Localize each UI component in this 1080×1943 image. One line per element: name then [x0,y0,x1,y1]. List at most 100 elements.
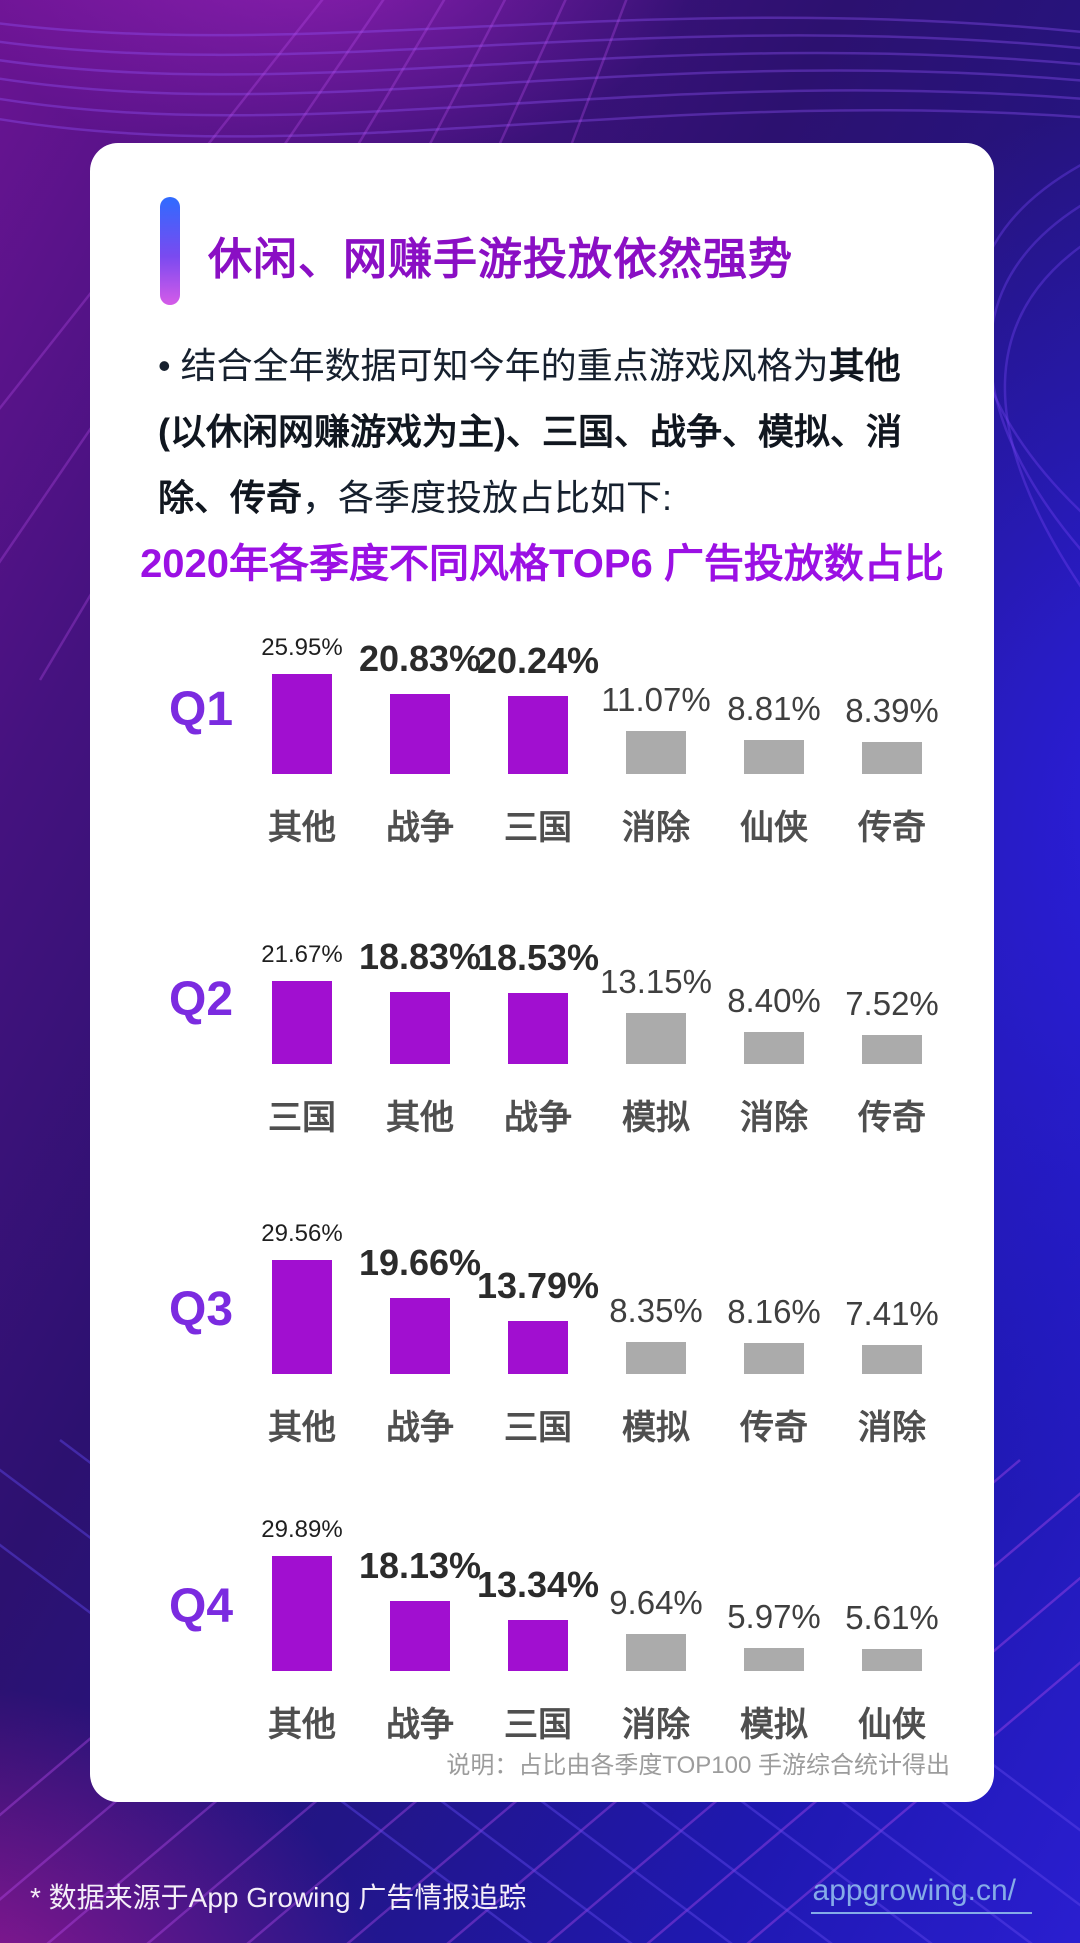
category-label: 模拟 [622,1099,690,1137]
bar-value-label: 18.53% [476,937,600,978]
bar-column-q2-5: 8.40% [715,834,833,1064]
category-label: 其他 [268,1706,336,1744]
bar-value-label: 19.66% [358,1242,482,1283]
bar-column-q1-3: 20.24% [476,544,600,774]
intro-segment: 其他(以休闲网赚游戏为主)、三国、战争、模拟、消除、传奇 [158,345,902,518]
appgrowing-link[interactable]: appgrowing.cn/ [810,1874,1032,1914]
intro-segment: 结合全年数据可知今年的重点游戏风格为 [180,345,829,386]
bar-column-q1-5: 8.81% [715,544,833,774]
highlight-bar [272,674,332,774]
category-label: 仙侠 [858,1706,926,1744]
highlight-bar [508,1321,568,1374]
category-label: 三国 [504,1706,572,1744]
muted-bar [626,1342,686,1374]
category-label: 仙侠 [740,809,808,847]
highlight-bar [272,981,332,1064]
bar-value-label: 9.64% [609,1584,703,1621]
bar-value-label: 5.97% [727,1598,821,1635]
muted-bar [626,1634,686,1671]
highlight-bar [390,992,450,1064]
data-source-text: * 数据来源于App Growing 广告情报追踪 [30,1882,527,1913]
category-label: 三国 [504,809,572,847]
category-label: 战争 [386,1706,454,1744]
category-label: 传奇 [858,1099,926,1137]
bar-column-q3-4: 8.35% [597,1144,715,1374]
page-title: 休闲、网赚手游投放依然强势 [208,235,793,284]
bar-column-q4-4: 9.64% [597,1441,715,1671]
category-label: 战争 [386,1409,454,1447]
bar-value-label: 29.89% [261,1516,343,1543]
intro-segment: ，各季度投放占比如下: [302,477,673,518]
bar-column-q3-3: 13.79% [476,1144,600,1374]
bar-value-label: 13.79% [476,1265,600,1306]
muted-bar [626,1013,686,1064]
category-label: 战争 [504,1099,572,1137]
highlight-bar [390,1298,450,1374]
bar-value-label: 21.67% [261,941,343,968]
chart-title: 2020年各季度不同风格TOP6 广告投放数占比 [140,542,944,586]
bar-column-q1-4: 11.07% [597,544,715,774]
bar-value-label: 8.35% [609,1292,703,1329]
category-label: 消除 [622,809,690,847]
category-label: 战争 [386,809,454,847]
category-label: 三国 [504,1409,572,1447]
quarter-label-q4: Q4 [168,1580,234,1633]
muted-bar [626,731,686,774]
muted-bar [862,1035,922,1064]
highlight-bar [508,993,568,1064]
highlight-bar [508,696,568,774]
muted-bar [744,1032,804,1064]
bar-value-label: 20.24% [476,640,600,681]
bar-value-label: 20.83% [358,638,482,679]
category-label: 消除 [622,1706,690,1744]
bar-value-label: 8.39% [845,692,939,729]
muted-bar [862,742,922,774]
bar-value-label: 13.34% [476,1564,600,1605]
content-card: 休闲、网赚手游投放依然强势 • 结合全年数据可知今年的重点游戏风格为其他(以休闲… [90,143,994,1802]
highlight-bar [390,1601,450,1671]
category-label: 三国 [268,1099,336,1137]
bar-value-label: 11.07% [601,681,711,718]
bar-column-q1-2: 20.83% [358,544,482,774]
category-label: 模拟 [740,1706,808,1744]
highlight-bar [508,1620,568,1671]
quarter-label-q3: Q3 [168,1283,234,1336]
chart-footnote: 说明：占比由各季度TOP100 手游综合统计得出 [446,1752,950,1779]
muted-bar [862,1649,922,1671]
bar-column-q4-2: 18.13% [359,1441,481,1671]
muted-bar [744,740,804,774]
bar-value-label: 29.56% [261,1220,343,1247]
bar-column-q3-2: 19.66% [358,1144,482,1374]
bar-column-q3-1: 29.56% [243,1144,361,1374]
bar-column-q4-6: 5.61% [833,1441,951,1671]
muted-bar [744,1343,804,1374]
bar-column-q4-3: 13.34% [476,1441,600,1671]
bar-value-label: 25.95% [261,634,343,661]
bar-value-label: 8.81% [727,690,821,727]
bar-value-label: 7.52% [845,985,939,1022]
bar-column-q3-6: 7.41% [833,1144,951,1374]
category-label: 其他 [386,1099,454,1137]
bar-column-q1-6: 8.39% [833,544,951,774]
bar-column-q1-1: 25.95% [243,544,361,774]
title-accent-bar [160,197,180,305]
highlight-bar [272,1260,332,1374]
bar-value-label: 8.40% [727,982,821,1019]
bar-column-q2-6: 7.52% [833,834,951,1064]
bar-value-label: 18.83% [358,936,482,977]
highlight-bar [272,1556,332,1671]
bar-column-q2-3: 18.53% [476,834,600,1064]
bar-column-q4-5: 5.97% [715,1441,833,1671]
category-label: 其他 [268,809,336,847]
category-label: 消除 [858,1409,926,1447]
category-label: 传奇 [740,1409,808,1447]
bar-value-label: 13.15% [600,963,712,1000]
bar-column-q4-1: 29.89% [243,1441,361,1671]
highlight-bar [390,694,450,774]
quarter-label-q2: Q2 [168,973,234,1026]
category-label: 传奇 [858,809,926,847]
intro-paragraph: • 结合全年数据可知今年的重点游戏风格为其他(以休闲网赚游戏为主)、三国、战争、… [158,345,902,518]
bar-column-q3-5: 8.16% [715,1144,833,1374]
bar-column-q2-2: 18.83% [358,834,482,1064]
muted-bar [862,1345,922,1374]
